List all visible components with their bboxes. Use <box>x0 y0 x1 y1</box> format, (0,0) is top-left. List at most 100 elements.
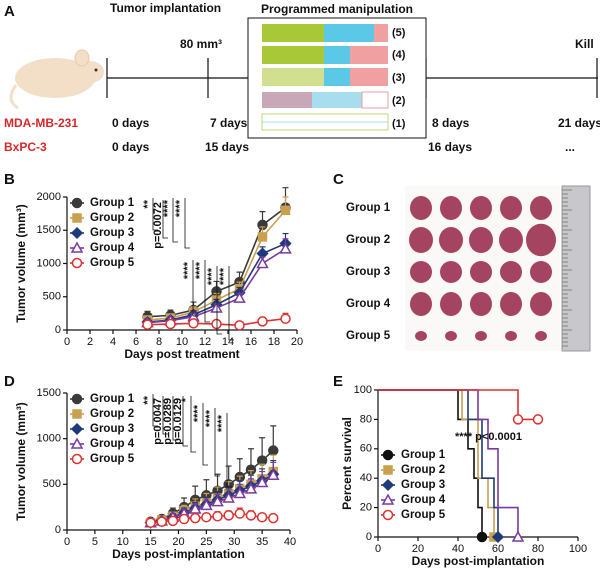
tumor <box>445 331 457 341</box>
series-line <box>378 389 495 537</box>
marker <box>165 318 176 330</box>
annotation: ** <box>142 199 154 208</box>
series <box>378 389 525 542</box>
significance-bracket <box>204 260 210 323</box>
annotation: **** <box>162 199 174 217</box>
legend-marker <box>72 213 82 223</box>
annotation: **** <box>218 267 230 285</box>
tumor <box>530 292 552 316</box>
marker <box>267 468 280 480</box>
tumor <box>500 261 522 283</box>
marker <box>257 232 268 242</box>
x-tick-label: 100 <box>569 543 587 555</box>
legend-label: Group 2 <box>90 408 134 420</box>
significance-bracket <box>184 198 190 249</box>
x-tick-label: 0 <box>375 543 381 555</box>
panel-label: A <box>4 3 15 20</box>
x-tick-label: 4 <box>110 336 116 348</box>
marker <box>381 493 395 505</box>
panel-label: E <box>333 373 343 390</box>
tumor <box>439 227 463 253</box>
event-label: Tumor implantation <box>110 1 221 15</box>
legend-label: Group 2 <box>90 212 134 224</box>
day-label: 0 days <box>112 140 150 154</box>
event-label: 80 mm³ <box>180 37 222 51</box>
tumor <box>410 196 432 220</box>
y-tick-label: 0 <box>55 524 61 536</box>
legend-label: Group 4 <box>90 242 135 254</box>
marker <box>476 531 488 543</box>
annotation: **** <box>192 404 204 422</box>
marker <box>511 530 525 542</box>
y-axis-label: Percent survival <box>340 417 354 510</box>
legend-marker <box>382 509 394 521</box>
tumor <box>505 331 517 341</box>
y-tick-label: 40 <box>360 472 372 484</box>
legend-marker <box>71 197 83 209</box>
significance-bracket <box>226 413 232 488</box>
x-tick-label: 30 <box>228 536 240 548</box>
marker <box>491 530 505 544</box>
tumor-photo <box>409 189 572 347</box>
legend-marker <box>70 422 84 436</box>
day-label: 21 days <box>558 116 600 130</box>
annotation: **** <box>206 267 218 285</box>
legend-marker <box>70 437 84 449</box>
marker <box>156 516 168 528</box>
panel-label: B <box>4 171 15 188</box>
significance-bracket <box>202 403 208 466</box>
panel-label: C <box>333 171 344 188</box>
y-tick-label: 1000 <box>37 257 61 269</box>
arm-label: (2) <box>392 95 406 107</box>
tumor <box>500 292 522 316</box>
marker <box>210 301 223 313</box>
annotation: **** <box>194 261 206 279</box>
x-tick-label: 14 <box>222 336 234 348</box>
significance-bracket <box>182 396 188 447</box>
day-label: 8 days <box>432 116 470 130</box>
tumor <box>440 292 462 316</box>
marker <box>142 319 153 330</box>
significance-bracket <box>172 198 178 243</box>
x-axis-label: Days post-implantation <box>412 554 545 568</box>
y-axis-label: Tumor volume (mm³) <box>14 402 28 520</box>
y-axis-label: Tumor volume (mm³) <box>14 204 28 322</box>
significance-bracket <box>172 396 178 441</box>
x-tick-label: 60 <box>492 543 504 555</box>
tumor <box>415 331 427 341</box>
mouse-icon <box>9 49 104 110</box>
marker <box>256 256 269 269</box>
x-tick-label: 35 <box>256 536 268 548</box>
marker <box>71 453 83 465</box>
marker <box>70 226 84 240</box>
cell-line: BxPC-3 <box>4 140 47 154</box>
day-label: 15 days <box>205 140 249 154</box>
marker <box>512 414 524 425</box>
annotation: **** <box>174 199 186 217</box>
marker <box>233 486 247 499</box>
significance-bracket <box>192 260 198 317</box>
group-label: Group 5 <box>346 330 391 342</box>
tumor <box>469 227 493 253</box>
tumor <box>410 292 432 316</box>
annotation: ** <box>142 395 154 404</box>
panel-label: D <box>4 373 15 390</box>
day-label: 0 days <box>112 116 150 130</box>
marker <box>223 510 234 521</box>
x-tick-label: 80 <box>532 543 544 555</box>
cell-line: MDA-MB-231 <box>4 116 78 130</box>
x-tick-label: 0 <box>64 536 70 548</box>
series-line <box>378 389 499 537</box>
x-tick-label: 20 <box>291 336 303 348</box>
group-label: Group 1 <box>346 202 391 214</box>
marker <box>268 512 279 524</box>
x-tick-label: 40 <box>452 543 464 555</box>
marker <box>234 508 246 519</box>
marker <box>72 213 82 223</box>
marker <box>382 509 394 521</box>
x-tick-label: 10 <box>117 536 129 548</box>
marker <box>268 445 279 456</box>
marker <box>255 475 269 488</box>
y-tick-label: 20 <box>360 502 372 514</box>
annotation: p=0.0129 <box>172 398 184 445</box>
